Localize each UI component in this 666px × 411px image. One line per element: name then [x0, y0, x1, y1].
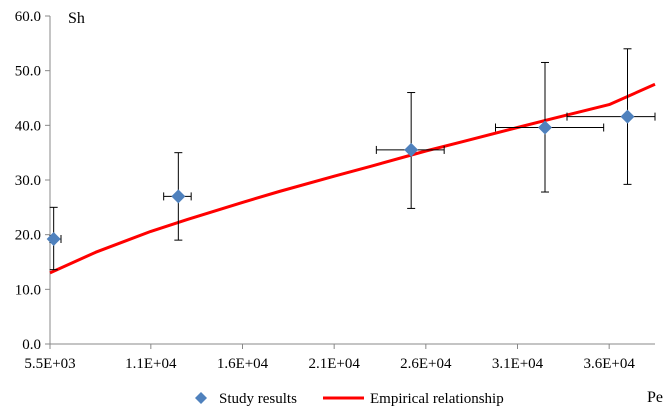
x-tick-label: 1.6E+04	[217, 356, 269, 372]
y-tick-label: 40.0	[15, 118, 41, 134]
study-result-point	[620, 109, 635, 124]
study-result-point	[46, 232, 61, 247]
y-axis-label: Sh	[68, 10, 85, 27]
plot-area: 0.0 10.0 20.0 30.0 40.0 50.0 60.0 5.5E+03 1.1E+…	[15, 9, 656, 372]
legend: Study results Empirical relationship	[195, 391, 504, 407]
y-tick-label: 30.0	[15, 173, 41, 189]
study-result-point	[171, 189, 186, 204]
y-axis-ticks: 0.0 10.0 20.0 30.0 40.0 50.0 60.0	[15, 9, 50, 353]
empirical-relationship-line	[49, 82, 656, 275]
study-result-point	[538, 120, 552, 135]
x-tick-label: 3.1E+04	[492, 356, 544, 372]
legend-marker-study-results	[195, 392, 207, 404]
x-tick-label: 1.1E+04	[125, 356, 177, 372]
study-results-layer	[46, 109, 635, 247]
study-result-point	[404, 142, 419, 157]
x-axis-ticks: 5.5E+03 1.1E+04 1.6E+04 2.1E+04 2.6E+04 3.1E+…	[24, 344, 635, 372]
y-tick-label: 20.0	[15, 228, 41, 244]
y-tick-label: 60.0	[15, 9, 41, 25]
x-axis-label: Pe	[647, 389, 663, 406]
empirical-relationship-layer	[49, 82, 656, 275]
x-tick-label: 2.1E+04	[308, 356, 360, 372]
legend-label-empirical-relationship: Empirical relationship	[370, 391, 504, 407]
legend-label-study-results: Study results	[219, 391, 297, 407]
y-tick-label: 10.0	[15, 282, 41, 298]
x-tick-label: 3.6E+04	[583, 356, 635, 372]
y-tick-label: 50.0	[15, 64, 41, 80]
x-tick-label: 5.5E+03	[24, 356, 75, 372]
y-tick-label: 0.0	[22, 337, 41, 353]
x-tick-label: 2.6E+04	[400, 356, 452, 372]
